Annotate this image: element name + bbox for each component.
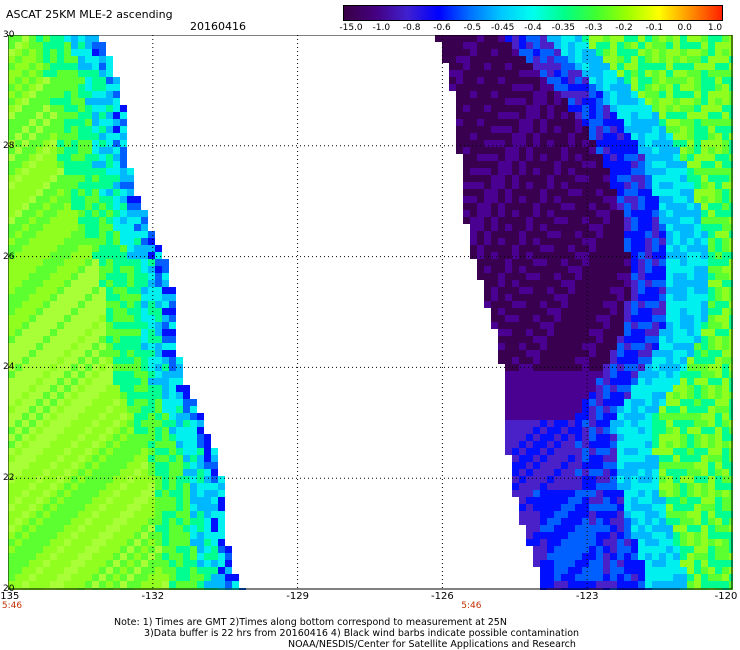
longitude-tick-label: -126 [431, 591, 454, 602]
color-scale-label: -0.6 [433, 23, 451, 33]
longitude-tick-label: -132 [141, 591, 165, 602]
chart-title: ASCAT 25KM MLE-2 ascending [6, 8, 173, 21]
latitude-tick-label: 26 [3, 251, 15, 262]
color-scale-label: -0.45 [491, 23, 515, 33]
latitude-tick-label: 30 [3, 30, 15, 40]
longitude-tick-label: -135 [0, 591, 20, 602]
swath-left [8, 35, 246, 590]
color-scale-label: -0.4 [524, 23, 542, 33]
wind-map-plot [8, 35, 733, 590]
time-label: 5:46 [461, 601, 482, 611]
plot-frame [8, 35, 733, 590]
color-scale-label: -1.0 [372, 23, 391, 33]
note-line-1: Note: 1) Times are GMT 2)Times along bot… [114, 617, 507, 628]
color-scale-label: 0.0 [677, 23, 692, 33]
swath-right [435, 35, 733, 590]
time-label: 5:46 [1, 601, 23, 611]
color-scale-label: -15.0 [339, 23, 363, 33]
latitude-tick-label: 28 [3, 140, 15, 151]
chart-date: 20160416 [190, 20, 246, 33]
longitude-tick-label: -129 [286, 591, 309, 602]
color-scale-label: -0.35 [551, 23, 575, 33]
color-scale-label: -0.1 [645, 23, 664, 33]
latitude-tick-label: 20 [3, 584, 15, 594]
color-scale-label: -0.5 [463, 23, 482, 33]
color-scale-label: 1.0 [707, 23, 723, 33]
latitude-tick-label: 24 [3, 362, 15, 373]
longitude-tick-label: -120 [714, 591, 738, 602]
color-scale-label: -0.3 [584, 23, 603, 33]
note-line-2: 3)Data buffer is 22 hrs from 20160416 4)… [144, 628, 580, 639]
note-line-3: NOAA/NESDIS/Center for Satellite Applica… [288, 639, 576, 650]
color-scale-label: -0.8 [402, 23, 421, 33]
color-scale-bar [343, 5, 723, 21]
latitude-tick-label: 22 [3, 473, 15, 484]
longitude-tick-label: -123 [575, 591, 599, 602]
color-scale-label: -0.2 [615, 23, 633, 33]
